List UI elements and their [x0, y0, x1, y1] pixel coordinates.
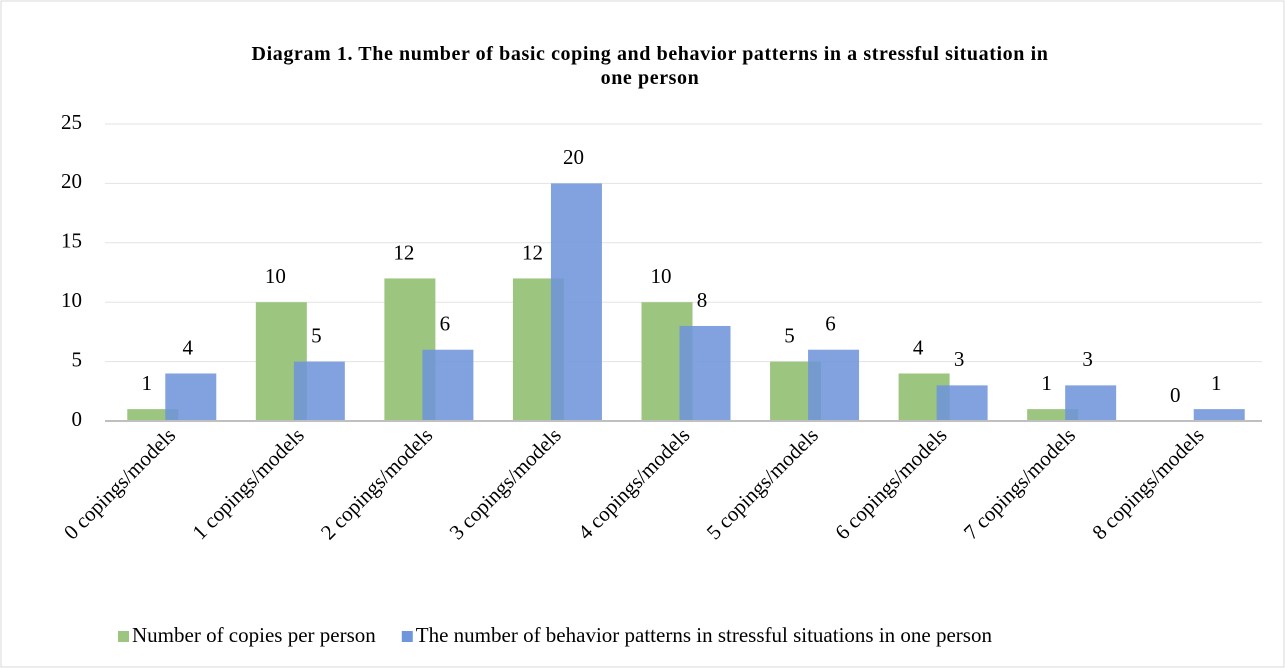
y-tick-label: 10: [61, 288, 82, 312]
bar: [293, 361, 345, 421]
data-label: 12: [522, 240, 543, 264]
chart-title: Diagram 1. The number of basic coping an…: [251, 43, 1049, 89]
y-tick-label: 5: [72, 347, 83, 371]
data-label: 6: [825, 312, 836, 336]
y-tick-label: 20: [61, 169, 82, 193]
y-tick-label: 25: [61, 110, 82, 134]
data-label: 6: [440, 312, 451, 336]
data-label: 1: [1041, 371, 1052, 395]
bar: [1065, 385, 1117, 421]
data-label: 3: [954, 347, 965, 371]
bar: [936, 385, 988, 421]
data-label: 4: [183, 335, 194, 359]
data-label: 12: [393, 240, 414, 264]
bar: [422, 349, 474, 421]
bar: [1193, 409, 1245, 421]
data-label: 10: [265, 264, 286, 288]
data-label: 8: [697, 288, 708, 312]
data-label: 10: [651, 264, 672, 288]
bar: [1027, 409, 1079, 421]
legend-label: Number of copies per person: [132, 623, 376, 647]
legend-label: The number of behavior patterns in stres…: [416, 623, 993, 647]
data-label: 5: [784, 323, 795, 347]
data-label: 0: [1170, 383, 1181, 407]
data-label: 20: [563, 145, 584, 169]
data-label: 1: [1211, 371, 1222, 395]
bar: [679, 325, 731, 421]
bar: [127, 409, 179, 421]
y-tick-label: 15: [61, 229, 82, 253]
data-label: 5: [311, 323, 322, 347]
bar: [165, 373, 217, 421]
bar: [550, 183, 602, 421]
data-label: 1: [142, 371, 153, 395]
data-label: 4: [913, 335, 924, 359]
legend-swatch: [118, 631, 129, 642]
legend-swatch: [401, 631, 413, 642]
bar: [808, 349, 860, 421]
data-label: 3: [1082, 347, 1093, 371]
y-tick-label: 0: [72, 407, 83, 431]
